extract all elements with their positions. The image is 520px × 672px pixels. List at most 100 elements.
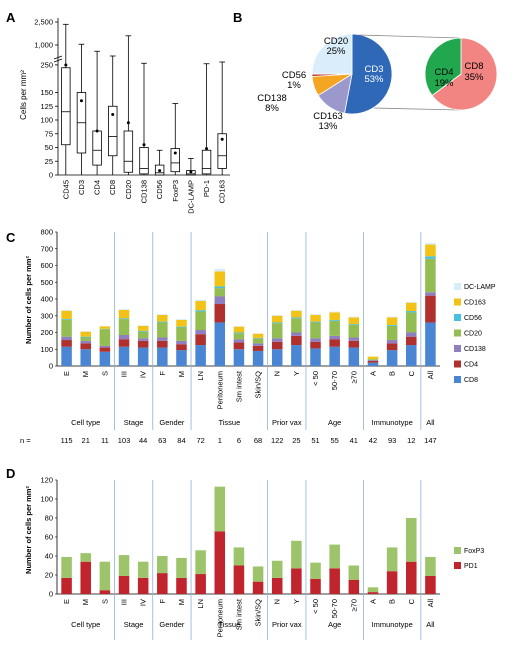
bar-segment-pd1 — [80, 561, 91, 594]
x-tick-label: IV — [139, 599, 148, 606]
bar-segment-cd4 — [61, 340, 72, 347]
box-mean-point — [173, 151, 177, 155]
bar-segment-cd163 — [425, 244, 436, 257]
bar-segment-dc-lamp — [406, 301, 417, 303]
box-iqr — [123, 130, 134, 173]
bar-segment-cd56 — [348, 324, 360, 325]
bar-segment-pd1 — [291, 568, 302, 594]
bar-segment-foxp3 — [406, 518, 417, 562]
bar-segment-cd8 — [99, 351, 111, 366]
bar-segment-cd56 — [61, 319, 72, 320]
x-tick-label: F — [158, 599, 167, 604]
n-value: 41 — [350, 436, 358, 445]
x-tick-label: Peritoneum — [215, 599, 224, 637]
panel-b-letter: B — [233, 10, 242, 25]
n-value: 1 — [218, 436, 222, 445]
n-value: 72 — [196, 436, 204, 445]
bar-segment-cd4 — [137, 340, 149, 348]
bar-segment-cd4 — [118, 339, 130, 347]
group-label: Age — [328, 620, 341, 629]
x-tick-label: All — [426, 371, 435, 380]
bar-segment-dc-lamp — [233, 326, 245, 327]
bar-segment-cd8 — [310, 348, 321, 366]
bar-segment-cd163 — [157, 314, 168, 322]
bar-segment-cd4 — [157, 340, 168, 348]
bar-segment-cd163 — [99, 326, 111, 329]
n-value: 63 — [158, 436, 166, 445]
bar-segment-cd163 — [176, 319, 187, 327]
bar-segment-foxp3 — [425, 556, 436, 576]
x-tick-label: M — [177, 599, 186, 605]
bar-segment-cd163 — [367, 356, 379, 360]
legend-swatch-foxp3 — [454, 547, 461, 554]
bar-segment-cd8 — [137, 347, 149, 366]
x-tick-label: M — [177, 371, 186, 377]
bar-segment-cd56 — [214, 286, 226, 289]
box-iqr — [170, 148, 180, 173]
bar-segment-dc-lamp — [310, 314, 321, 315]
bar-segment-cd163 — [137, 325, 149, 331]
bar-segment-dc-lamp — [291, 309, 302, 311]
panel-c-letter: C — [6, 230, 16, 245]
bar-segment-cd8 — [406, 345, 417, 366]
x-tick-label: 50-70 — [330, 371, 339, 390]
bar-segment-cd163 — [214, 271, 226, 287]
bar-segment-cd8 — [214, 322, 226, 366]
bar-segment-foxp3 — [233, 547, 245, 566]
box-plot-y-axis-title: Cells per mm² — [19, 70, 28, 120]
bar-segment-foxp3 — [118, 555, 130, 576]
bar-segment-pd1 — [61, 577, 72, 594]
x-tick-label: E — [62, 599, 71, 604]
pie-slice-cd20 — [311, 33, 353, 75]
bar-segment-pd1 — [367, 592, 379, 594]
x-tick-label: < 50 — [311, 371, 320, 386]
bar-segment-dc-lamp — [271, 314, 283, 316]
y-tick-label: 250 — [40, 60, 53, 69]
bar-segment-cd56 — [157, 321, 168, 323]
box-mean-point — [79, 99, 83, 103]
bar-segment-cd4 — [386, 343, 398, 351]
bar-segment-cd20 — [99, 329, 111, 346]
y-tick-label: 25 — [45, 157, 53, 166]
bar-segment-foxp3 — [310, 562, 321, 579]
bar-segment-dc-lamp — [157, 314, 168, 315]
bar-segment-foxp3 — [329, 544, 340, 569]
legend-label: FoxP3 — [464, 548, 484, 555]
x-tick-label: ≥70 — [349, 599, 358, 611]
bar-segment-dc-lamp — [214, 268, 226, 272]
bar-segment-cd20 — [118, 319, 130, 336]
legend-swatch-cd163 — [454, 298, 461, 306]
n-value: 84 — [177, 436, 185, 445]
y-tick-label: 40 — [45, 552, 53, 561]
bar-segment-cd163 — [252, 333, 264, 338]
bar-segment-cd20 — [252, 338, 264, 344]
bar-segment-cd8 — [61, 346, 72, 366]
y-tick-label: 300 — [40, 311, 53, 320]
bar-segment-cd4 — [80, 343, 91, 350]
y-tick-label: 700 — [40, 244, 53, 253]
bar-segment-cd138 — [406, 332, 417, 337]
y-tick-label: 800 — [40, 228, 53, 237]
x-tick-label: LN — [196, 599, 205, 609]
bar-segment-cd138 — [118, 335, 130, 340]
legend-label: DC-LAMP — [464, 284, 496, 291]
box-mean-point — [158, 169, 162, 173]
sub-pie-percent: 19% — [434, 78, 454, 89]
legend-label: CD138 — [464, 346, 486, 353]
x-tick-label: S — [100, 371, 109, 376]
y-tick-label: 500 — [40, 278, 53, 287]
bar-segment-dc-lamp — [386, 316, 398, 318]
x-tick-label: CD20 — [124, 180, 133, 199]
bar-segment-foxp3 — [291, 540, 302, 569]
bar-segment-dc-lamp — [425, 242, 436, 245]
y-tick-label: 125 — [40, 102, 53, 111]
bar-segment-cd8 — [233, 349, 245, 366]
group-label: All — [426, 620, 435, 629]
bar-segment-cd163 — [310, 314, 321, 322]
n-value: 11 — [101, 436, 109, 445]
bar-segment-cd138 — [61, 336, 72, 341]
bar-segment-pd1 — [157, 573, 168, 594]
bar-segment-cd20 — [291, 318, 302, 333]
panel-d-letter: D — [6, 466, 15, 481]
